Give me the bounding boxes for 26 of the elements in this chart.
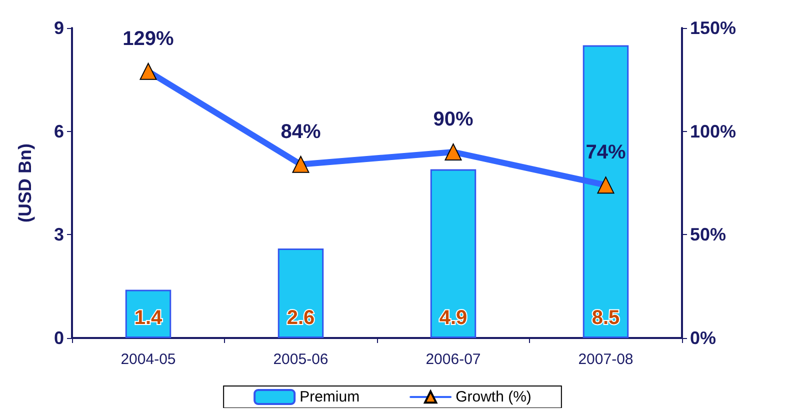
bar: [278, 248, 324, 338]
y-tick-label: 3: [54, 224, 64, 245]
x-tick-label: 2005-06: [273, 351, 328, 368]
bar: [582, 45, 629, 338]
y2-tick-label: 50%: [690, 224, 726, 245]
y-tick-label: 0: [54, 328, 64, 348]
legend-label: Premium: [300, 388, 360, 406]
data-label: 129%: [122, 28, 174, 50]
y-axis-title: (USD Bn): [15, 144, 35, 222]
y2-tick-label: 0%: [690, 328, 716, 348]
legend-label: Growth (%): [456, 388, 532, 406]
bar: [430, 169, 476, 338]
y-tick-label: 6: [54, 121, 64, 142]
x-tick-label: 2007-08: [578, 351, 634, 368]
data-label: 8.5: [592, 307, 620, 329]
y2-tick-label: 100%: [690, 121, 736, 142]
data-label: 4.9: [439, 307, 468, 329]
data-label: 2.6: [286, 307, 315, 329]
data-label: 1.4: [134, 307, 164, 329]
data-label: 84%: [280, 120, 321, 143]
y2-tick-label: 150%: [690, 18, 736, 38]
data-label: 74%: [586, 142, 626, 164]
y-tick-label: 9: [54, 18, 64, 38]
x-tick-label: 2004-05: [120, 351, 176, 368]
data-label: 90%: [433, 108, 474, 130]
x-tick-label: 2006-07: [426, 351, 481, 368]
